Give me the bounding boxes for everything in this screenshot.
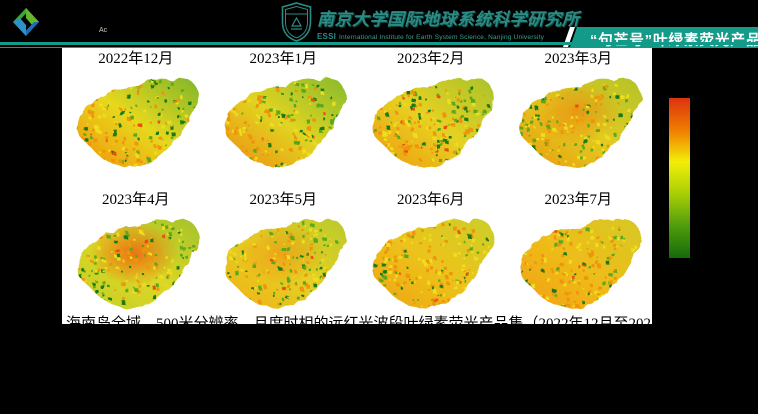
university-shield-logo <box>281 2 312 42</box>
hainan-sif-map-2022-12 <box>77 78 200 168</box>
map-cell: 2023年1月 <box>210 48 358 183</box>
maps-grid: 2022年12月 2023年1月 2023年2月 2023年3月 2023年4月… <box>62 48 652 324</box>
map-cell: 2023年2月 <box>357 48 505 183</box>
institute-name: 南京大学国际地球系统科学研究所 <box>317 10 580 29</box>
hainan-sif-map-2023-07 <box>519 219 642 309</box>
sif-colorbar <box>669 98 690 258</box>
map-month-label: 2022年12月 <box>98 51 174 67</box>
map-month-label: 2023年3月 <box>544 51 612 67</box>
academy-diamond-logo <box>13 8 39 36</box>
academy-logo-caption: Ac <box>99 27 108 34</box>
map-month-label: 2023年1月 <box>249 51 317 67</box>
product-banner-label: “句芒号”叶绿素荧光产品 <box>590 33 758 49</box>
map-month-label: 2023年7月 <box>544 192 612 208</box>
map-cell: 2023年3月 <box>505 48 653 183</box>
institute-title-block: 南京大学国际地球系统科学研究所 ESSI International Instit… <box>317 5 580 41</box>
map-cell: 2022年12月 <box>62 48 210 183</box>
map-cell: 2023年7月 <box>505 189 653 324</box>
institute-subtitle-prefix: ESSI <box>317 32 337 41</box>
hainan-sif-map-2023-02 <box>372 78 495 168</box>
header-separator-thick <box>0 42 758 45</box>
map-month-label: 2023年4月 <box>101 192 170 208</box>
hainan-sif-map-2023-06 <box>372 219 495 309</box>
header-separator-thin <box>0 46 758 48</box>
map-cell: 2023年4月 <box>62 189 210 324</box>
institute-subtitle-text: International Institute for Earth System… <box>339 34 545 41</box>
map-month-label: 2023年2月 <box>396 51 465 67</box>
map-month-label: 2023年5月 <box>249 192 317 208</box>
map-month-label: 2023年6月 <box>396 192 465 208</box>
hainan-sif-map-2023-05 <box>224 219 347 309</box>
map-cell: 2023年6月 <box>357 189 505 324</box>
maps-panel: 2022年12月 2023年1月 2023年2月 2023年3月 2023年4月… <box>62 48 652 324</box>
hainan-sif-map-2023-03 <box>519 78 642 168</box>
hainan-sif-map-2023-01 <box>224 78 347 168</box>
hainan-sif-map-2023-04 <box>77 219 200 309</box>
product-description: 海南岛全域，500米分辨率，月度时相的远红光波段叶绿素荧光产品集（2022年12… <box>66 312 652 324</box>
map-cell: 2023年5月 <box>210 189 358 324</box>
institute-subtitle: ESSI International Institute for Earth Sy… <box>317 32 573 41</box>
